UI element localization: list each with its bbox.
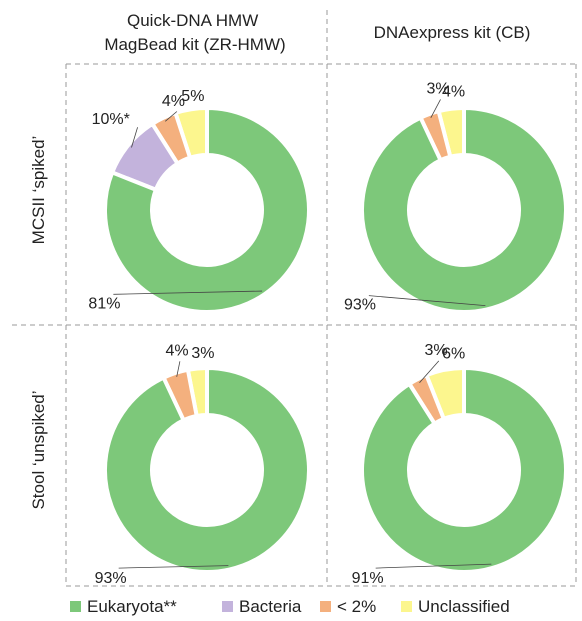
leader-line-2	[176, 361, 181, 377]
data-label-unclassified: 4%	[442, 83, 465, 100]
donut-panel-mcsii-cb: 93% 3%4%	[344, 81, 568, 314]
data-label-unclassified: 6%	[442, 345, 465, 362]
legend: Eukaryota** Bacteria < 2% Unclassified	[70, 597, 510, 616]
data-label-2: 4%	[165, 343, 188, 360]
donut-panel-stool-cb: 91% 3%6%	[352, 342, 568, 587]
donut-panel-mcsii-zr-hmw: 81% 10%* 4%5%	[88, 88, 311, 314]
column-title-cb: DNAexpress kit (CB)	[374, 23, 531, 42]
legend-swatch-eukaryota	[70, 601, 81, 612]
donut-panel-stool-zr-hmw: 93% 4% 3%	[95, 343, 311, 587]
leader-line-eukaryota	[113, 290, 263, 295]
legend-label-bacteria: Bacteria	[239, 597, 302, 616]
leader-line-bacteria	[131, 127, 138, 148]
legend-swatch-lt2pct	[320, 601, 331, 612]
data-label-eukaryota: 93%	[344, 297, 376, 314]
donut-slice-eukaryota	[360, 366, 568, 574]
row-title-stool-unspiked: Stool ‘unspiked’	[29, 390, 48, 509]
leader-line-2	[419, 360, 440, 383]
data-label-eukaryota: 81%	[88, 295, 120, 312]
leader-line-eukaryota	[375, 563, 492, 569]
legend-swatch-unclassified	[401, 601, 412, 612]
donut-slice-eukaryota	[360, 106, 568, 314]
data-label-eukaryota: 93%	[95, 570, 127, 587]
legend-swatch-bacteria	[222, 601, 233, 612]
data-label-2: 4%	[162, 93, 185, 110]
data-label-eukaryota: 91%	[352, 570, 384, 587]
data-label-unclassified: 3%	[191, 345, 214, 362]
donut-slice-eukaryota	[103, 366, 311, 574]
legend-label-lt2pct: < 2%	[337, 597, 376, 616]
panel-grid	[12, 10, 577, 587]
legend-label-eukaryota: Eukaryota**	[87, 597, 177, 616]
leader-line-2	[165, 111, 178, 122]
donut-slice-bacteria	[110, 121, 180, 192]
data-label-unclassified: 5%	[181, 88, 204, 105]
row-title-mcsii-spiked: MCSII ‘spiked’	[29, 136, 48, 245]
leader-line-2	[430, 99, 441, 118]
leader-line-eukaryota	[118, 565, 229, 569]
data-label-2: 3%	[426, 81, 449, 98]
data-label-2: 3%	[425, 342, 448, 359]
column-title-zr-hmw-line-1: Quick-DNA HMW	[127, 11, 258, 30]
column-title-zr-hmw: Quick-DNA HMW MagBead kit (ZR-HMW)	[104, 11, 285, 54]
data-label-bacteria: 10%*	[92, 111, 130, 128]
legend-label-unclassified: Unclassified	[418, 597, 510, 616]
donut-slice-eukaryota	[103, 106, 311, 314]
column-title-zr-hmw-line-2: MagBead kit (ZR-HMW)	[104, 35, 285, 54]
leader-line-eukaryota	[368, 295, 486, 307]
